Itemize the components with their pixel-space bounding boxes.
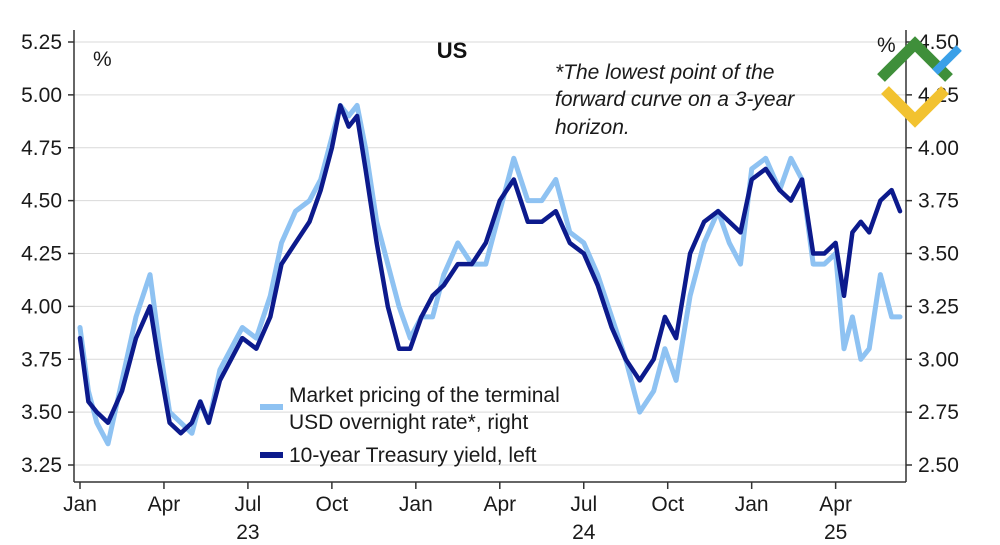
- right-tick-label: 2.75: [918, 401, 959, 424]
- x-year-label: 25: [824, 521, 847, 544]
- right-tick-label: 4.00: [918, 137, 959, 160]
- right-tick-label: 3.50: [918, 243, 959, 266]
- note-line-1: *The lowest point of the: [555, 61, 774, 84]
- legend-treasury-yield: 10-year Treasury yield, left: [289, 444, 537, 467]
- x-tick-label: Jan: [63, 493, 97, 516]
- right-unit-label: %: [877, 34, 896, 57]
- x-tick-label: Apr: [148, 493, 181, 516]
- left-tick-label: 4.25: [21, 243, 62, 266]
- legend-terminal-rate-line-2: USD overnight rate*, right: [289, 411, 528, 434]
- annotation-note: *The lowest point of the forward curve o…: [555, 61, 795, 139]
- x-tick-label: Apr: [483, 493, 516, 516]
- left-tick-label: 5.00: [21, 84, 62, 107]
- left-tick-label: 4.50: [21, 190, 62, 213]
- x-tick-label: Jul: [234, 493, 261, 516]
- left-tick-label: 5.25: [21, 31, 62, 54]
- x-tick-label: Jan: [399, 493, 433, 516]
- left-tick-label: 3.75: [21, 348, 62, 371]
- x-year-label: 23: [236, 521, 259, 544]
- right-tick-label: 3.75: [918, 190, 959, 213]
- x-tick-label: Jul: [570, 493, 597, 516]
- left-tick-label: 3.50: [21, 401, 62, 424]
- chart: 3.25 3.50 3.75 4.00 4.25 4.50 4.75 5.00 5.25 2.50…: [0, 0, 1000, 545]
- legend: Market pricing of the terminal USD overn…: [260, 384, 560, 467]
- left-tick-label: 4.75: [21, 137, 62, 160]
- left-unit-label: %: [93, 48, 112, 71]
- x-tick-label: Jan: [735, 493, 769, 516]
- legend-terminal-rate-line-1: Market pricing of the terminal: [289, 384, 560, 407]
- x-tick-label: Apr: [819, 493, 852, 516]
- x-tick-label: Oct: [651, 493, 684, 516]
- left-tick-label: 4.00: [21, 295, 62, 318]
- right-tick-label: 3.25: [918, 295, 959, 318]
- tick-labels: 3.25 3.50 3.75 4.00 4.25 4.50 4.75 5.00 5.25 2.50…: [21, 31, 959, 544]
- x-year-label: 24: [572, 521, 596, 544]
- x-tick-label: Oct: [316, 493, 349, 516]
- note-line-2: forward curve on a 3-year: [555, 88, 795, 111]
- right-tick-label: 3.00: [918, 348, 959, 371]
- right-tick-label: 2.50: [918, 454, 959, 477]
- note-line-3: horizon.: [555, 116, 630, 139]
- left-tick-label: 3.25: [21, 454, 62, 477]
- chart-title: US: [437, 38, 468, 63]
